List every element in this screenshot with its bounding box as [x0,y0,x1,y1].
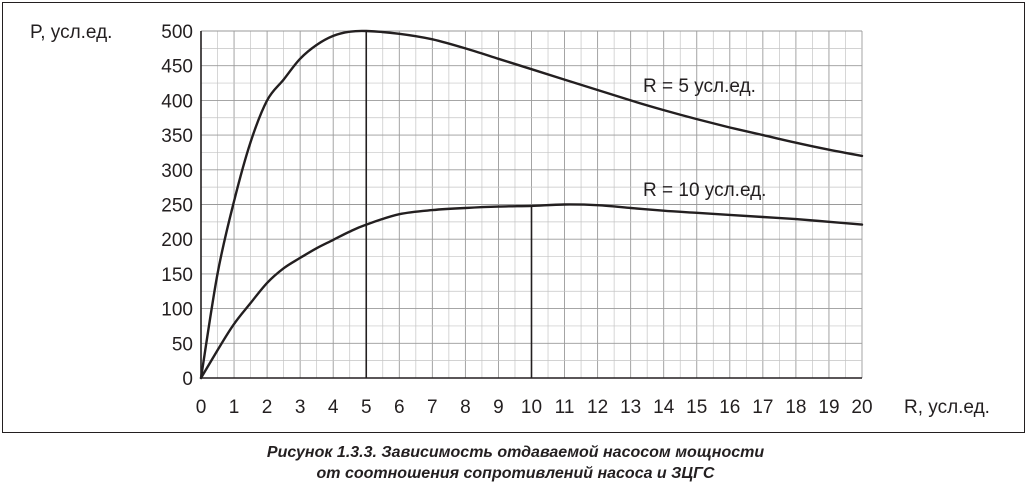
y-tick-label: 300 [161,161,193,182]
series-line-r5 [199,29,864,380]
x-tick-label: 13 [620,397,641,418]
x-tick-label: 20 [851,397,872,418]
chart: 0 1 2 3 4 5 6 7 8 9 10 11 12 13 14 15 16 17 18 19 20 0501001… [30,22,990,418]
x-tick-label: 1 [229,397,240,418]
y-tick-label: 200 [161,230,193,251]
x-tick-label: 12 [587,397,608,418]
x-tick-label: 6 [394,397,405,418]
y-tick-label: 500 [161,22,193,43]
figure-frame [2,2,1025,433]
x-tick-label: 3 [295,397,306,418]
x-tick-label: 9 [493,397,504,418]
marker-lines [365,31,533,378]
y-tick-label: 150 [161,265,193,286]
x-tick-label: 16 [719,397,740,418]
x-tick-labels: 0 1 2 3 4 5 6 7 8 9 10 11 12 13 14 15 16 17 18 19 20 [196,397,873,418]
x-axis-label: R, усл.ед. [904,397,990,418]
series-label-r5: R = 5 усл.ед. [643,76,756,97]
x-tick-label: 11 [555,397,575,418]
x-tick-label: 4 [328,397,339,418]
y-tick-label: 100 [161,300,193,321]
x-tick-label: 0 [196,397,207,418]
x-tick-label: 5 [361,397,372,418]
x-tick-label: 2 [262,397,273,418]
x-tick-label: 15 [686,397,707,418]
x-tick-label: 17 [752,397,773,418]
x-tick-label: 14 [653,397,675,418]
series-line-r10 [199,203,864,380]
x-tick-label: 7 [427,397,438,418]
x-tick-label: 10 [521,397,542,418]
x-tick-label: 8 [460,397,471,418]
y-tick-label: 450 [161,57,193,78]
figure-caption-line2: от соотношения сопротивлений насоса и ЗЦ… [316,465,715,482]
y-tick-label: 250 [161,196,193,217]
series-lines [199,29,864,380]
figure-caption-line1: Рисунок 1.3.3. Зависимость отдаваемой на… [266,444,765,461]
y-tick-labels: 0 50 100 150 200 250 300 350 400 450 500 [161,22,193,390]
series-label-r10: R = 10 усл.ед. [643,180,766,201]
y-tick-label: 350 [161,126,193,147]
y-tick-label: 0 [182,369,193,390]
y-axis-label: P, усл.ед. [30,22,112,43]
x-tick-label: 18 [785,397,806,418]
y-tick-label: 50 [172,334,193,355]
y-tick-label: 400 [161,91,193,112]
x-tick-label: 19 [818,397,839,418]
